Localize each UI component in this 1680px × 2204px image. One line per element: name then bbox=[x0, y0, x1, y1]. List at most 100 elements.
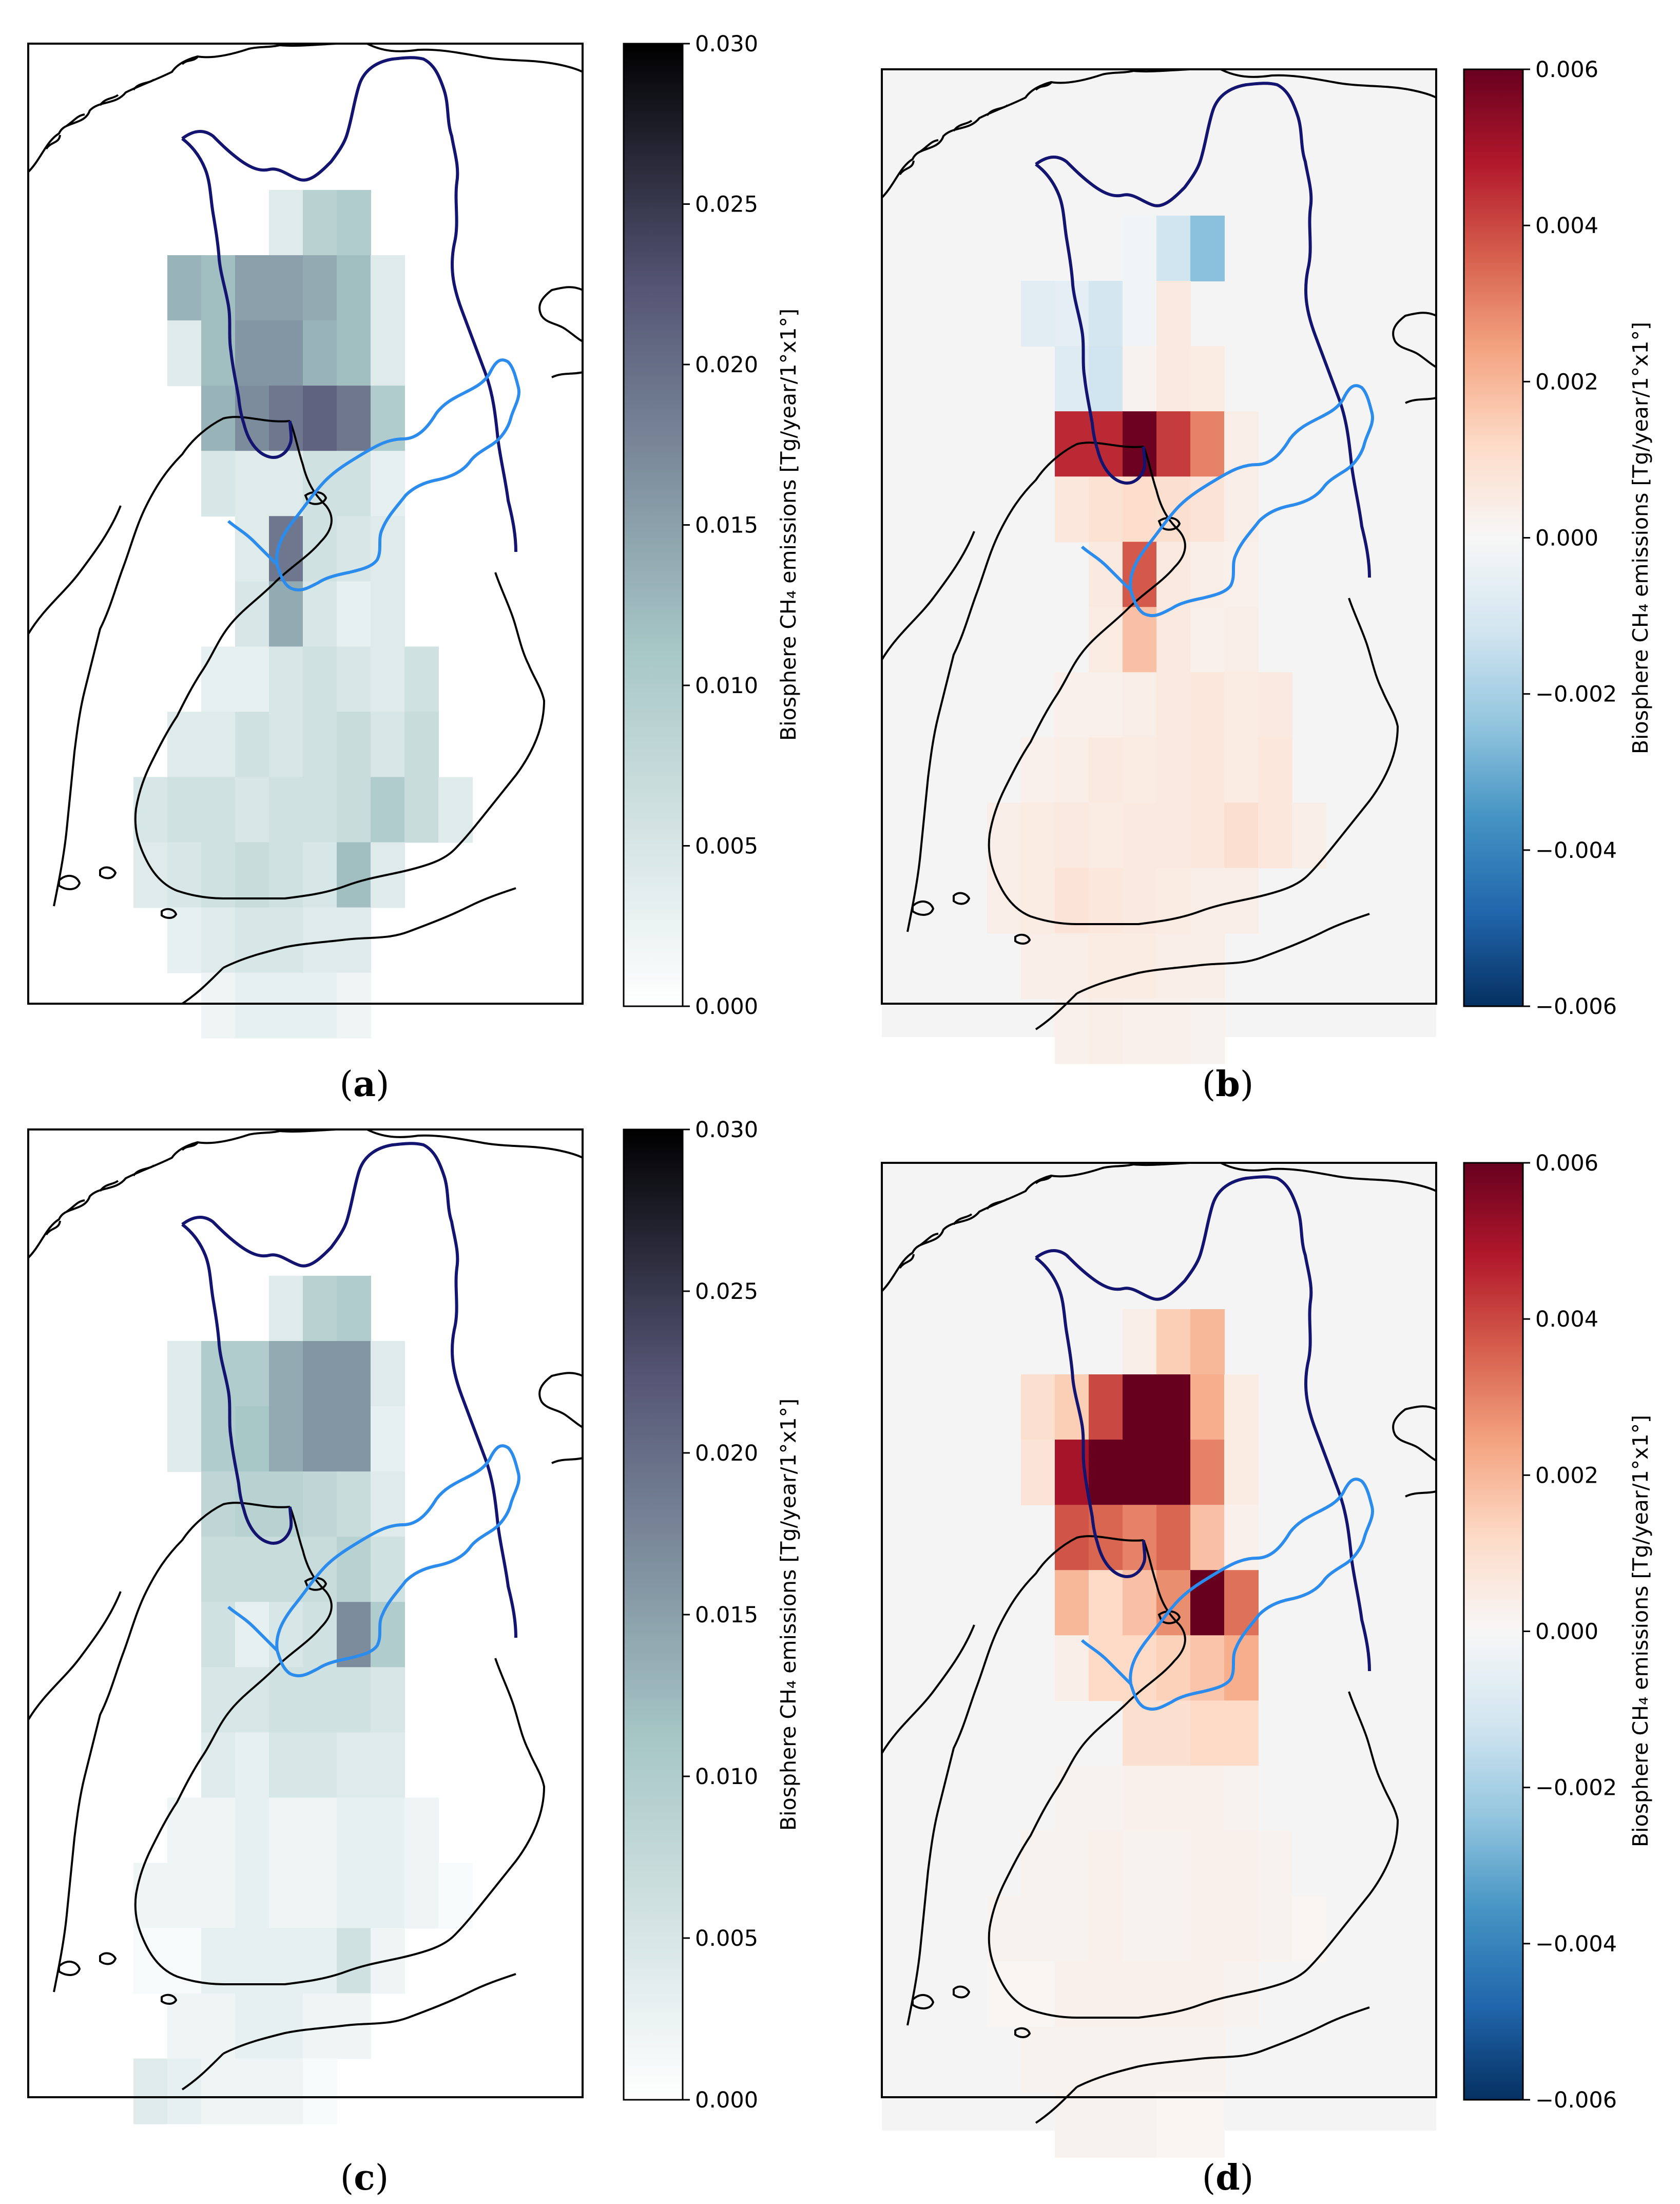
grid-cell bbox=[337, 777, 371, 843]
grid-cell bbox=[269, 451, 303, 517]
grid-cell bbox=[1156, 1374, 1191, 1441]
grid-cell bbox=[371, 1732, 405, 1798]
grid-cell bbox=[269, 1863, 303, 1929]
colorbar-tick-label: 0.025 bbox=[695, 1279, 758, 1305]
grid-cell bbox=[1190, 607, 1225, 673]
grid-cell bbox=[1055, 737, 1089, 803]
grid-cell bbox=[269, 1602, 303, 1668]
grid-cell bbox=[235, 516, 269, 582]
grid-cell bbox=[1055, 1505, 1089, 1571]
grid-cell bbox=[167, 1993, 202, 2059]
grid-cell bbox=[1190, 216, 1225, 282]
grid-cell bbox=[1190, 411, 1225, 477]
grid-cell bbox=[404, 712, 439, 778]
grid-cell bbox=[371, 1341, 405, 1407]
grid-cell bbox=[303, 777, 337, 843]
grid-cell bbox=[303, 1602, 337, 1668]
grid-cell bbox=[201, 1863, 236, 1929]
grid-cell bbox=[1224, 476, 1259, 543]
grid-cell bbox=[1123, 476, 1157, 543]
grid-cell bbox=[167, 255, 202, 321]
grid-cell bbox=[235, 842, 269, 908]
panel-d-map bbox=[881, 1162, 1437, 2158]
grid-cell bbox=[167, 2058, 202, 2124]
grid-cell bbox=[1156, 868, 1191, 934]
colorbar-tick-label: 0.002 bbox=[1535, 369, 1598, 395]
grid-cell bbox=[201, 386, 236, 452]
grid-cell bbox=[337, 972, 371, 1039]
colorbar-b-label: Biosphere CH₄ emissions [Tg/year/1°x1°] bbox=[1628, 322, 1653, 754]
grid-cell bbox=[1156, 2092, 1191, 2158]
grid-cell bbox=[269, 190, 303, 256]
grid-cell bbox=[1089, 1896, 1123, 1962]
grid-cell bbox=[1156, 1635, 1191, 1701]
grid-cell bbox=[235, 1732, 269, 1798]
grid-cell bbox=[1055, 672, 1089, 738]
caption-b: (b) bbox=[1202, 1064, 1254, 1105]
colorbar-tick-label: 0.030 bbox=[695, 1117, 758, 1143]
grid-cell bbox=[337, 1797, 371, 1864]
grid-cell bbox=[1190, 476, 1225, 543]
grid-cell bbox=[201, 777, 236, 843]
grid-cell bbox=[404, 1863, 439, 1929]
grid-cell bbox=[1123, 346, 1157, 412]
grid-cell bbox=[235, 255, 269, 321]
grid-cell bbox=[1224, 1766, 1259, 1832]
grid-cell bbox=[1156, 216, 1191, 282]
grid-cell bbox=[1258, 802, 1292, 869]
grid-cell bbox=[1190, 672, 1225, 738]
grid-cell bbox=[269, 646, 303, 713]
grid-cell bbox=[201, 1667, 236, 1733]
grid-cell bbox=[1224, 542, 1259, 608]
grid-cell bbox=[167, 1406, 202, 1472]
grid-cell bbox=[1021, 2026, 1055, 2093]
grid-cell bbox=[337, 1406, 371, 1472]
grid-cell bbox=[371, 1667, 405, 1733]
grid-cell bbox=[201, 1732, 236, 1798]
grid-cell bbox=[269, 1667, 303, 1733]
colorbar-a: 0.000 0.005 0.010 0.015 0.020 0.025 0.030 Bios… bbox=[623, 31, 801, 1020]
grid-cell bbox=[303, 1341, 337, 1407]
grid-cell bbox=[1055, 2026, 1089, 2093]
grid-cell bbox=[1089, 1961, 1123, 2027]
grid-cell bbox=[1123, 802, 1157, 869]
grid-cell bbox=[337, 712, 371, 778]
grid-cell bbox=[404, 646, 439, 713]
grid-cell bbox=[1089, 802, 1123, 869]
grid-cell bbox=[337, 255, 371, 321]
grid-cell bbox=[1123, 607, 1157, 673]
grid-cell bbox=[1055, 802, 1089, 869]
grid-cell bbox=[235, 1406, 269, 1472]
grid-cell bbox=[1190, 1896, 1225, 1962]
caption-a: (a) bbox=[339, 1064, 389, 1105]
grid-cell bbox=[337, 320, 371, 387]
grid-cell bbox=[303, 712, 337, 778]
grid-cell bbox=[1156, 411, 1191, 477]
grid-cell bbox=[987, 868, 1021, 934]
grid-cell bbox=[371, 255, 405, 321]
grid-cell bbox=[1123, 933, 1157, 999]
grid-cell bbox=[1089, 476, 1123, 543]
grid-cell bbox=[1190, 998, 1225, 1064]
grid-cell bbox=[1224, 672, 1259, 738]
grid-cell bbox=[371, 1863, 405, 1929]
grid-cell bbox=[167, 1863, 202, 1929]
grid-cell bbox=[1156, 737, 1191, 803]
grid-cell bbox=[371, 1406, 405, 1472]
grid-cell bbox=[1156, 281, 1191, 347]
grid-cell bbox=[1156, 1961, 1191, 2027]
grid-cell bbox=[269, 386, 303, 452]
grid-cell bbox=[1123, 1440, 1157, 1506]
grid-cell bbox=[1190, 1374, 1225, 1441]
grid-cell bbox=[269, 972, 303, 1039]
grid-cell bbox=[303, 646, 337, 713]
grid-cell bbox=[987, 1961, 1021, 2027]
grid-cell bbox=[1156, 476, 1191, 543]
grid-cell bbox=[1156, 607, 1191, 673]
grid-cell bbox=[1089, 542, 1123, 608]
grid-cell bbox=[1021, 1896, 1055, 1962]
colorbar-tick-label: −0.004 bbox=[1535, 838, 1617, 864]
colorbar-tick-label: 0.000 bbox=[1535, 526, 1598, 551]
grid-cell bbox=[1123, 1570, 1157, 1636]
grid-cell bbox=[1055, 1635, 1089, 1701]
